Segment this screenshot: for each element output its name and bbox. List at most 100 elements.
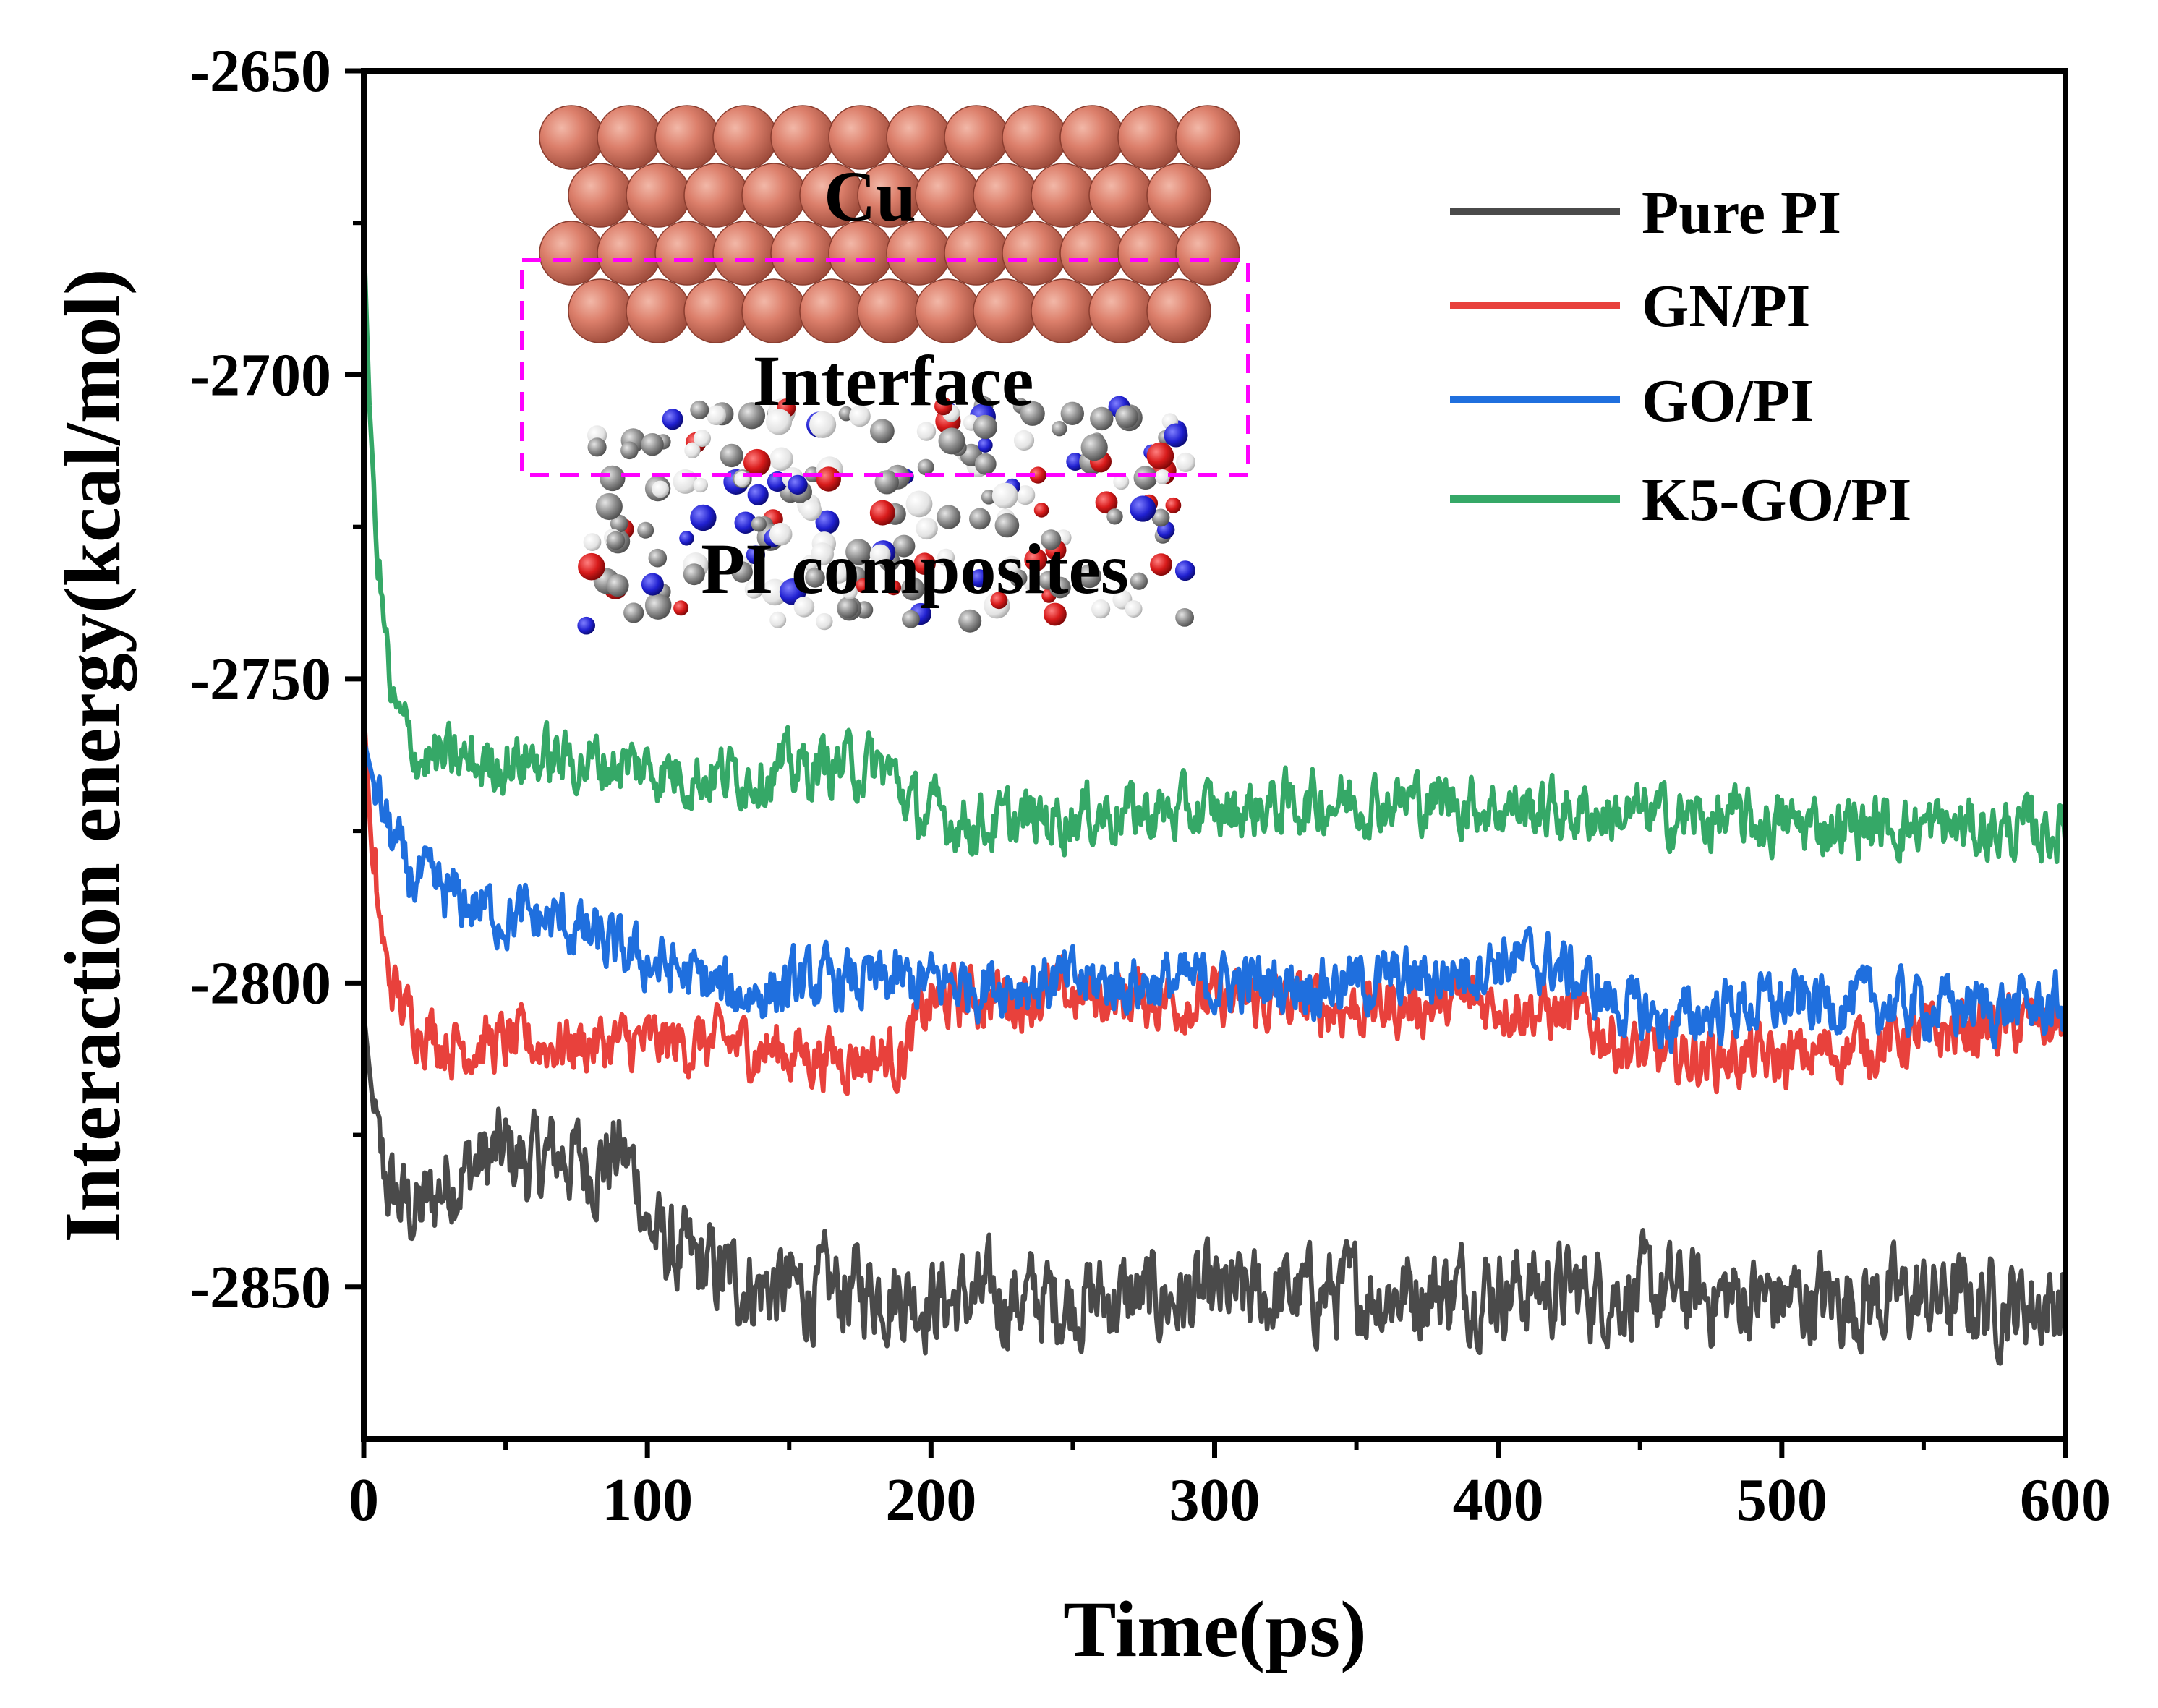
pi-atom — [938, 427, 965, 455]
pi-atom — [1151, 508, 1170, 527]
pi-atom — [1060, 401, 1085, 425]
pi-atom — [720, 443, 743, 468]
pi-atom — [641, 573, 664, 596]
pi-atom — [769, 611, 787, 628]
pi-atom — [1164, 423, 1188, 448]
legend-label-k5-go-pi: K5-GO/PI — [1642, 466, 1911, 534]
pi-atom — [934, 397, 952, 416]
series-line-go-pi — [361, 739, 2068, 1054]
inset-label-cu: Cu — [824, 156, 916, 236]
pi-atom — [1176, 452, 1195, 472]
x-axis-ticks: 0 100 200 300 400 500 600 — [349, 1439, 2111, 1534]
x-tick-label: 500 — [1736, 1466, 1828, 1534]
x-tick-label: 400 — [1453, 1466, 1544, 1534]
cu-atom — [539, 221, 604, 286]
pi-atom — [916, 422, 937, 441]
pi-atom — [809, 411, 837, 438]
cu-atom — [1031, 163, 1096, 228]
cu-atom — [1146, 163, 1211, 228]
pi-atom — [969, 508, 991, 530]
cu-atom — [654, 221, 720, 286]
pi-atom — [652, 480, 670, 498]
pi-atom — [1052, 421, 1067, 437]
pi-atom — [1095, 491, 1118, 514]
pi-atom — [746, 545, 765, 565]
pi-atom — [886, 580, 902, 596]
series-line-k5-go-pi — [361, 234, 2068, 865]
pi-atom — [694, 430, 711, 448]
y-tick-label: -2750 — [189, 646, 331, 713]
cu-atom — [1088, 278, 1153, 343]
pi-atom — [637, 521, 654, 539]
pi-atom — [587, 437, 607, 457]
pi-atom — [869, 544, 891, 565]
pi-atom — [856, 578, 871, 594]
cu-atom — [1088, 163, 1153, 228]
pi-atom — [1130, 495, 1156, 522]
pi-atom — [744, 580, 764, 599]
cu-atom — [597, 105, 662, 170]
y-tick-label: -2700 — [189, 341, 331, 409]
x-tick-label: 100 — [602, 1466, 693, 1534]
pi-atom — [1130, 572, 1148, 590]
pi-atom — [1155, 469, 1170, 484]
cu-atom — [944, 105, 1009, 170]
cu-atom — [712, 221, 777, 286]
pi-atom — [747, 484, 769, 505]
pi-atom — [641, 433, 664, 456]
pi-atom — [690, 504, 717, 531]
cu-atom — [626, 163, 691, 228]
pi-atom — [913, 552, 936, 575]
pi-atom — [870, 419, 895, 444]
pi-atom — [816, 612, 833, 631]
pi-atom — [610, 514, 628, 533]
cu-atom — [1117, 105, 1182, 170]
pi-atom — [620, 441, 639, 460]
pi-atom — [1015, 485, 1036, 505]
cu-atom — [799, 278, 864, 343]
y-tick-label: -2850 — [189, 1254, 331, 1321]
cu-atom — [1031, 278, 1096, 343]
pi-atom — [600, 465, 626, 492]
pi-atom — [731, 561, 753, 583]
pi-atom — [892, 534, 916, 558]
pi-atom — [1044, 602, 1067, 626]
cu-atom — [568, 163, 633, 228]
pi-atom — [917, 458, 934, 476]
series-line-gn-pi — [361, 709, 2068, 1096]
pi-atom — [958, 609, 982, 633]
y-tick-label: -2800 — [189, 949, 331, 1017]
y-tick-label: -2650 — [189, 38, 331, 105]
cu-atom — [568, 278, 633, 343]
legend: Pure PI GN/PI GO/PI K5-GO/PI — [1450, 179, 1911, 534]
cu-atom — [1117, 221, 1182, 286]
pi-atom — [1078, 564, 1101, 589]
cu-atom — [654, 105, 720, 170]
pi-atom — [1041, 529, 1062, 550]
cu-atom — [857, 278, 922, 343]
pi-atom — [1091, 599, 1111, 619]
pi-atom — [1039, 571, 1057, 590]
pi-atom — [788, 474, 808, 495]
pi-atom — [916, 517, 938, 540]
cu-slab-atoms — [539, 105, 1240, 343]
pi-atom — [1106, 508, 1123, 525]
pi-atom — [828, 563, 850, 584]
pi-atom — [842, 584, 858, 599]
cu-atom — [597, 221, 662, 286]
cu-atom — [1175, 105, 1240, 170]
pi-atom — [606, 531, 626, 550]
cu-atom — [1175, 221, 1240, 286]
pi-atom — [769, 447, 793, 471]
pi-atom — [1080, 434, 1108, 461]
pi-atom — [937, 505, 961, 529]
x-tick-label: 200 — [885, 1466, 976, 1534]
cu-atom — [915, 278, 980, 343]
pi-atom — [1174, 560, 1195, 581]
pi-atom — [973, 414, 998, 440]
pi-atom — [994, 513, 1020, 538]
pi-atom — [937, 548, 955, 567]
pi-atom — [1175, 608, 1194, 627]
pi-atom — [1113, 474, 1130, 490]
